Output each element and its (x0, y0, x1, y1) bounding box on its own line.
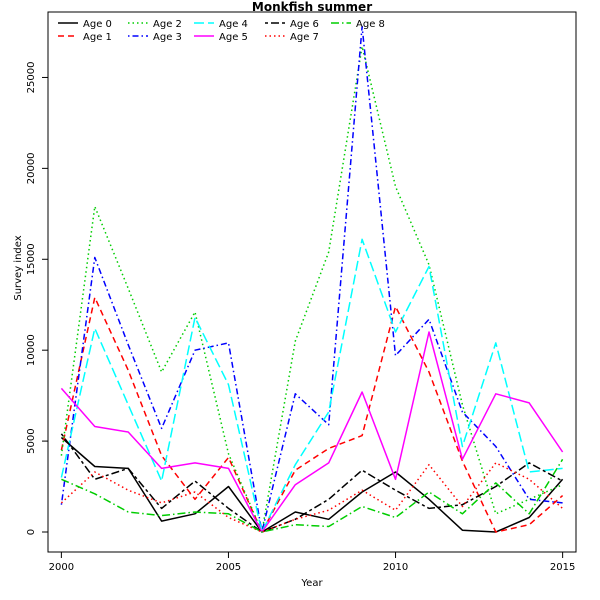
y-tick-label: 0 (26, 529, 37, 535)
y-tick-label: 20000 (26, 152, 37, 184)
legend-label: Age 8 (356, 19, 385, 30)
series-lines (60, 25, 564, 533)
plot-frame (47, 11, 577, 553)
legend-label: Age 4 (219, 19, 248, 30)
series-line-age-7 (60, 462, 564, 533)
series-line-age-5 (60, 331, 564, 533)
series-line-age-6 (60, 433, 563, 533)
legend-label: Age 2 (153, 19, 182, 30)
y-axis-label: Survey index (13, 235, 24, 300)
legend-label: Age 6 (290, 19, 319, 30)
x-axis-label: Year (300, 578, 323, 589)
legend-label: Age 1 (83, 32, 112, 43)
series-line-age-0 (60, 436, 564, 533)
legend-label: Age 3 (153, 32, 182, 43)
x-tick-label: 2000 (49, 562, 74, 573)
legend-label: Age 5 (219, 32, 248, 43)
y-tick-label: 10000 (26, 334, 37, 366)
legend-label: Age 7 (290, 32, 319, 43)
legend-label: Age 0 (83, 19, 112, 30)
legend: Age 0 Age 1 Age 2 Age 3 Age 4 Age 5 Age 6 Age 7… (58, 19, 385, 43)
y-tick-label: 5000 (26, 428, 37, 453)
x-tick-label: 2005 (216, 562, 241, 573)
series-line-age-1 (60, 296, 564, 533)
series-line-age-4 (60, 238, 563, 533)
series-line-age-3 (60, 25, 563, 533)
series-line-age-2 (60, 45, 563, 533)
series-line-age-8 (61, 458, 564, 533)
chart-title: Monkfish summer (252, 0, 372, 14)
y-tick-label: 15000 (26, 243, 37, 275)
x-tick-label: 2015 (550, 562, 575, 573)
x-tick-label: 2010 (383, 562, 408, 573)
y-tick-label: 25000 (26, 62, 37, 94)
